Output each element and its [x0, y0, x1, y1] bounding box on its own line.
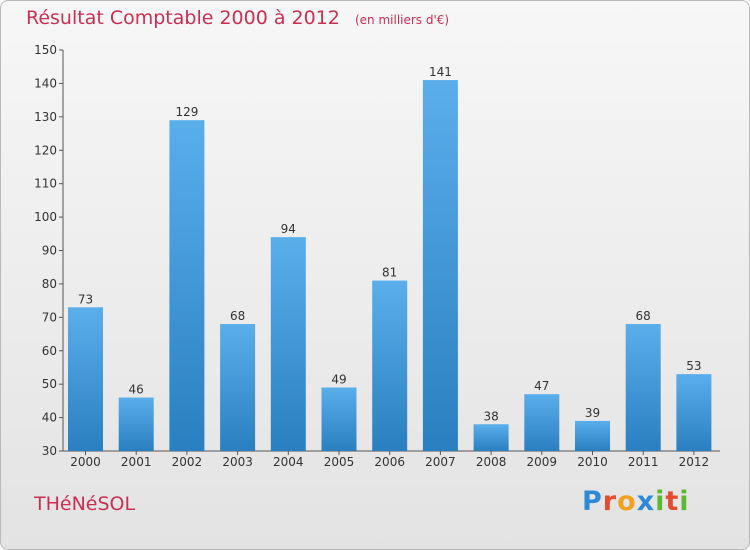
y-tick-label: 110: [34, 177, 57, 191]
labels-group: 2000 73 2001 46 2002 129 2003 68 2004 94 2005 49 200…: [70, 65, 709, 469]
y-tick-label: 40: [42, 411, 57, 425]
logo-letter: r: [602, 486, 618, 517]
bars-group: [68, 80, 712, 452]
bar: [625, 324, 661, 451]
y-tick-label: 100: [34, 210, 57, 224]
x-tick-label: 2008: [476, 455, 507, 469]
x-tick-label: 2009: [527, 455, 558, 469]
logo-letter: P: [582, 486, 603, 517]
data-label: 68: [230, 309, 245, 323]
data-label: 38: [483, 409, 498, 423]
y-tick-label: 130: [34, 110, 57, 124]
bar: [524, 394, 560, 451]
x-tick-label: 2005: [324, 455, 355, 469]
x-tick-label: 2003: [222, 455, 253, 469]
x-tick-label: 2010: [577, 455, 608, 469]
x-tick-label: 2011: [628, 455, 659, 469]
data-label: 129: [175, 105, 198, 119]
bar: [422, 80, 458, 451]
logo-letter: i: [679, 486, 690, 517]
bar: [575, 420, 610, 451]
y-tick-label: 150: [34, 43, 57, 57]
data-label: 49: [331, 373, 346, 387]
y-tick-label: 60: [42, 344, 57, 358]
y-tick-label: 120: [34, 143, 57, 157]
logo-letter: o: [617, 486, 637, 517]
y-tick-label: 50: [42, 377, 57, 391]
axes: 30 40 50 60 70 80 90 100 110 120 130 140 150: [34, 43, 720, 458]
data-label: 46: [129, 383, 144, 397]
y-tick-label: 80: [42, 277, 57, 291]
chart-title: Résultat Comptable 2000 à 2012: [26, 7, 340, 29]
bar: [118, 397, 154, 451]
data-label: 47: [534, 379, 549, 393]
x-tick-label: 2006: [374, 455, 405, 469]
proxiti-logo[interactable]: Proxiti: [582, 486, 690, 517]
data-label: 73: [78, 292, 93, 306]
data-label: 94: [281, 222, 296, 236]
y-tick-label: 140: [34, 76, 57, 90]
logo-letter: i: [655, 486, 666, 517]
bar: [372, 280, 408, 451]
x-tick-label: 2001: [121, 455, 152, 469]
bar: [270, 237, 306, 451]
data-label: 53: [686, 359, 701, 373]
data-label: 141: [429, 65, 452, 79]
chart-subtitle: (en milliers d'€): [354, 13, 450, 27]
bar: [473, 424, 509, 451]
place-name: THéNéSOL: [34, 493, 136, 515]
x-tick-label: 2000: [70, 455, 101, 469]
data-label: 39: [585, 406, 600, 420]
y-tick-label: 30: [42, 444, 57, 458]
bar: [321, 387, 357, 451]
data-label: 68: [636, 309, 651, 323]
chart-title-block: Résultat Comptable 2000 à 2012 (en milli…: [26, 7, 449, 29]
data-label: 81: [382, 266, 397, 280]
logo-letter: x: [636, 486, 656, 517]
bar: [220, 324, 256, 451]
bar: [68, 307, 103, 451]
x-tick-label: 2007: [425, 455, 456, 469]
bar: [676, 374, 712, 451]
logo-letter: t: [665, 486, 680, 517]
y-tick-label: 90: [42, 244, 57, 258]
y-tick-label: 70: [42, 310, 57, 324]
bar: [169, 120, 205, 452]
x-tick-label: 2002: [172, 455, 203, 469]
x-tick-label: 2012: [679, 455, 710, 469]
x-tick-label: 2004: [273, 455, 304, 469]
